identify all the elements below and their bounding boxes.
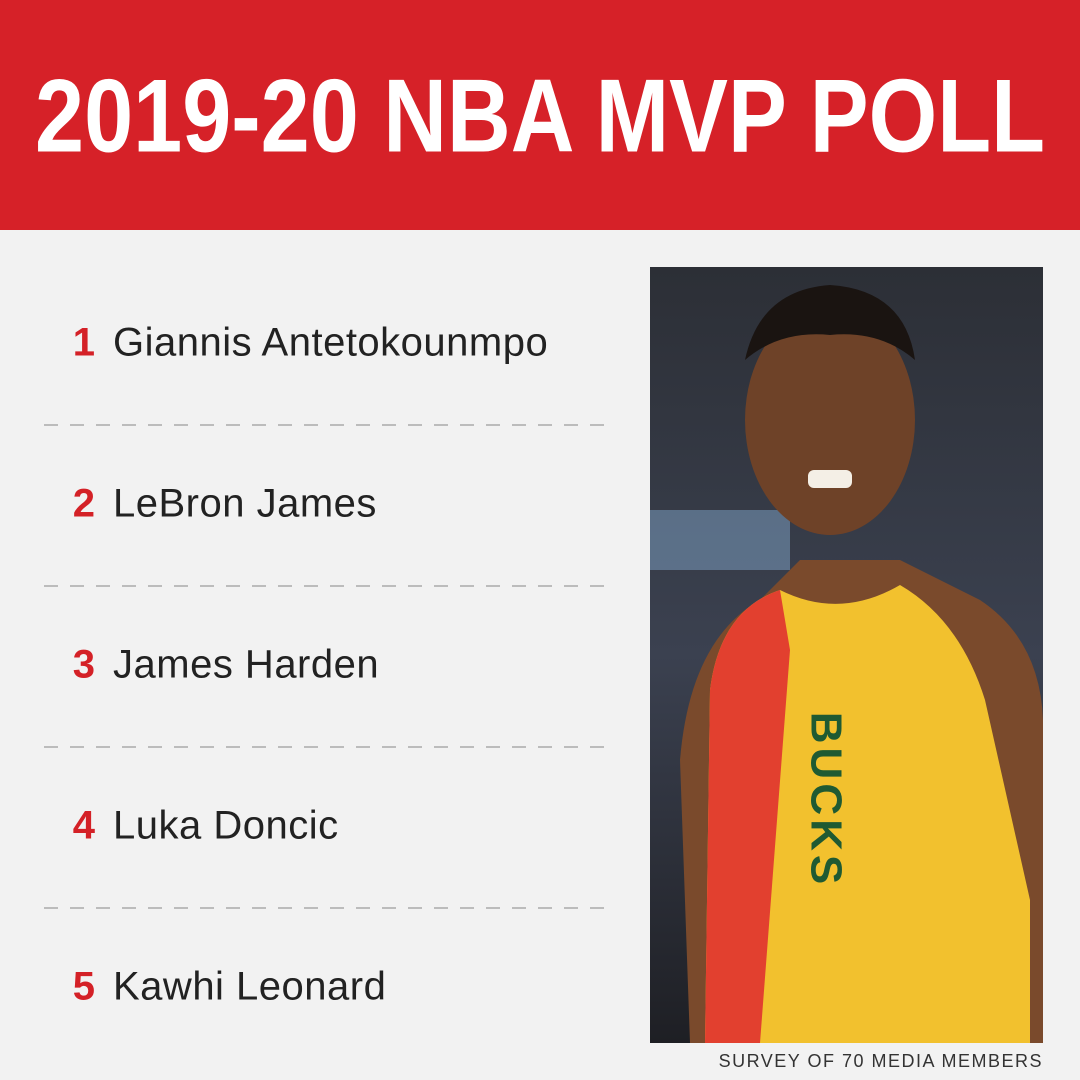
header-band — [0, 0, 1080, 230]
player-name: Kawhi Leonard — [113, 965, 386, 1009]
player-name: Luka Doncic — [113, 804, 339, 848]
title: 2019-20 NBA MVP POLL — [35, 58, 1045, 174]
footer-note: SURVEY OF 70 MEDIA MEMBERS — [719, 1051, 1043, 1071]
rank: 5 — [73, 965, 95, 1009]
player-name: James Harden — [113, 643, 379, 687]
jersey-text: BUCKS — [801, 712, 850, 888]
player-name: Giannis Antetokounmpo — [113, 321, 548, 365]
rank: 4 — [73, 804, 96, 848]
rank: 1 — [73, 321, 95, 365]
poll-list: 1 Giannis Antetokounmpo 2 LeBron James 3 Jame… — [44, 321, 605, 1009]
player-name: LeBron James — [113, 482, 377, 526]
rank: 3 — [73, 643, 95, 687]
player-photo: BUCKS — [650, 267, 1043, 1043]
rank: 2 — [73, 482, 95, 526]
